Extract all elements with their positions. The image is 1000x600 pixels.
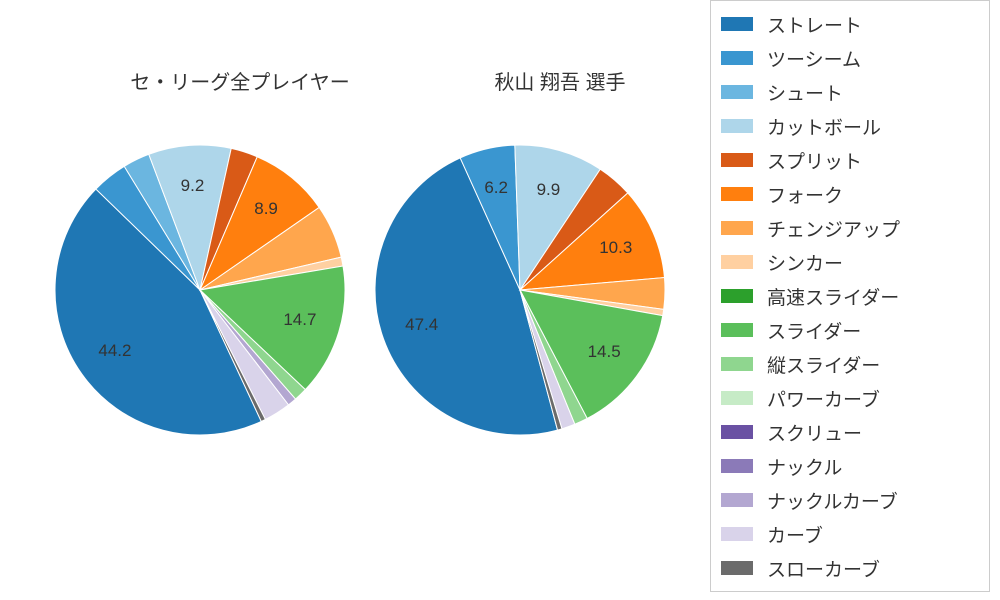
legend-label: ツーシーム: [767, 45, 861, 72]
legend-swatch: [721, 527, 753, 541]
legend-item: 縦スライダー: [721, 347, 979, 381]
legend-swatch: [721, 187, 753, 201]
legend-item: カットボール: [721, 109, 979, 143]
legend-label: スクリュー: [767, 419, 862, 446]
legend-box: ストレートツーシームシュートカットボールスプリットフォークチェンジアップシンカー…: [710, 0, 990, 592]
legend-swatch: [721, 561, 753, 575]
slice-label: 10.3: [599, 238, 632, 258]
legend-label: スライダー: [767, 317, 861, 344]
slice-label: 47.4: [405, 315, 438, 335]
legend-item: ナックル: [721, 449, 979, 483]
legend-item: パワーカーブ: [721, 381, 979, 415]
legend-item: カーブ: [721, 517, 979, 551]
legend-item: スローカーブ: [721, 551, 979, 585]
slice-label: 14.5: [588, 342, 621, 362]
legend-item: チェンジアップ: [721, 211, 979, 245]
legend-swatch: [721, 493, 753, 507]
legend-label: カーブ: [767, 521, 823, 548]
slice-label: 9.2: [181, 176, 205, 196]
legend-label: シンカー: [767, 249, 843, 276]
legend-swatch: [721, 391, 753, 405]
legend-label: ナックルカーブ: [767, 487, 898, 514]
slice-label: 14.7: [283, 310, 316, 330]
legend-item: スライダー: [721, 313, 979, 347]
slice-label: 6.2: [484, 178, 508, 198]
legend-swatch: [721, 357, 753, 371]
legend-swatch: [721, 289, 753, 303]
slice-label: 44.2: [98, 341, 131, 361]
legend-label: チェンジアップ: [767, 215, 900, 242]
legend-swatch: [721, 119, 753, 133]
legend-swatch: [721, 153, 753, 167]
legend-item: シュート: [721, 75, 979, 109]
legend-item: フォーク: [721, 177, 979, 211]
legend-item: ナックルカーブ: [721, 483, 979, 517]
legend-swatch: [721, 221, 753, 235]
chart-stage: セ・リーグ全プレイヤー 秋山 翔吾 選手 44.29.28.914.747.46…: [0, 0, 1000, 600]
legend-label: 縦スライダー: [767, 351, 880, 378]
legend-label: カットボール: [767, 113, 881, 140]
legend-item: シンカー: [721, 245, 979, 279]
legend-label: ストレート: [767, 11, 862, 38]
legend-label: 高速スライダー: [767, 283, 899, 310]
legend-item: ストレート: [721, 7, 979, 41]
legend-label: スローカーブ: [767, 555, 880, 582]
legend-swatch: [721, 17, 753, 31]
slice-label: 9.9: [537, 180, 561, 200]
legend-label: シュート: [767, 79, 843, 106]
legend-item: スプリット: [721, 143, 979, 177]
legend-swatch: [721, 51, 753, 65]
legend-label: パワーカーブ: [767, 385, 880, 412]
legend-swatch: [721, 255, 753, 269]
legend-label: フォーク: [767, 181, 843, 208]
legend-item: 高速スライダー: [721, 279, 979, 313]
legend-item: ツーシーム: [721, 41, 979, 75]
legend-swatch: [721, 323, 753, 337]
slice-label: 8.9: [254, 199, 278, 219]
legend-item: スクリュー: [721, 415, 979, 449]
legend-swatch: [721, 459, 753, 473]
legend-swatch: [721, 85, 753, 99]
legend-label: スプリット: [767, 147, 862, 174]
legend-label: ナックル: [767, 453, 842, 480]
legend-swatch: [721, 425, 753, 439]
